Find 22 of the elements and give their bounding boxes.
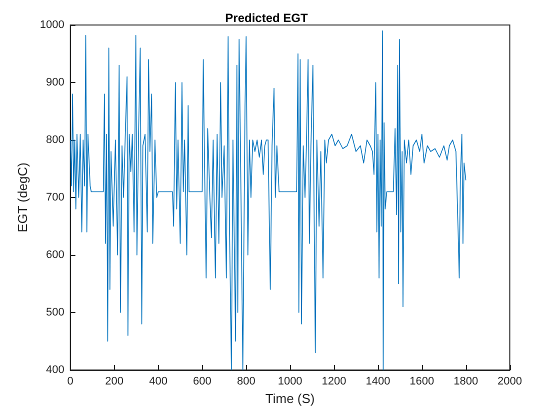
line-series [70, 30, 466, 370]
x-tick-label: 1400 [366, 376, 390, 388]
y-tick-label: 800 [46, 134, 64, 146]
x-tick-label: 1200 [322, 376, 346, 388]
y-tick-label: 1000 [40, 19, 64, 31]
x-tick-label: 200 [105, 376, 124, 388]
x-tick-label: 800 [236, 376, 256, 388]
y-tick-label: 900 [46, 76, 64, 88]
y-axis-title: EGT (degC) [15, 162, 30, 232]
y-tick-label: 500 [46, 306, 64, 318]
x-tick-label: 2000 [498, 376, 522, 388]
y-tick-label: 400 [46, 364, 64, 376]
y-tick-label: 700 [46, 192, 64, 204]
x-axis-title: Time (S) [265, 391, 315, 406]
x-tick-label: 600 [193, 376, 212, 388]
x-tick-label: 1800 [454, 376, 478, 388]
x-tick-label: 1000 [278, 376, 302, 388]
x-tick-label: 0 [67, 376, 74, 388]
x-tick-label: 1600 [410, 376, 434, 388]
chart-title: Predicted EGT [225, 11, 309, 25]
y-tick-label: 600 [46, 249, 64, 261]
x-tick-label: 400 [149, 376, 168, 388]
